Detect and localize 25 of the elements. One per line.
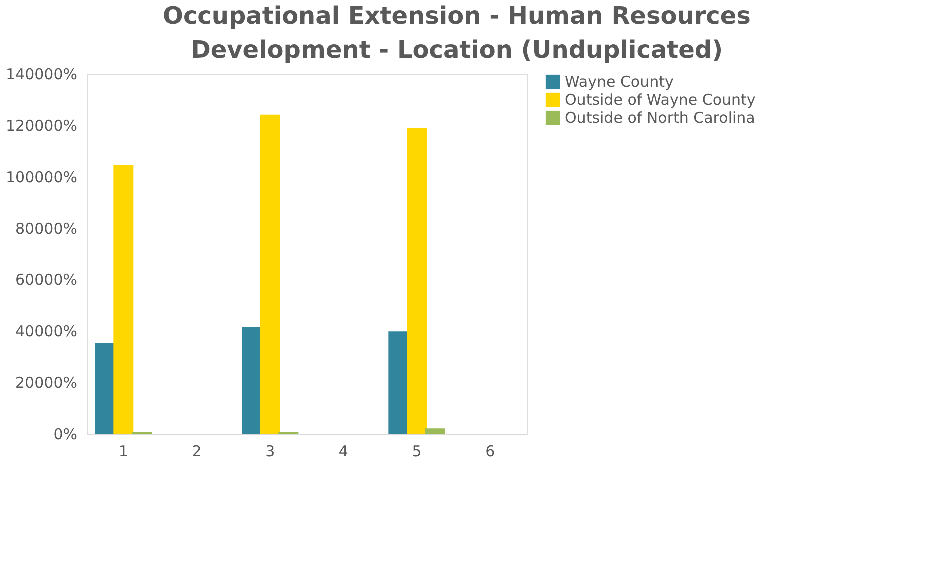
y-tick-label: 80000% bbox=[16, 220, 78, 238]
x-tick-label: 3 bbox=[266, 442, 276, 460]
legend-label: Wayne County bbox=[565, 73, 674, 91]
y-tick-label: 100000% bbox=[6, 168, 78, 186]
chart-title: Occupational Extension - Human Resources Development - Location (Unduplicated) bbox=[163, 2, 751, 64]
y-tick-label: 60000% bbox=[16, 271, 78, 290]
y-tick-label: 0% bbox=[54, 426, 78, 444]
x-tick-label: 4 bbox=[338, 442, 348, 460]
legend-label: Outside of Wayne County bbox=[565, 91, 756, 109]
x-tick-label: 5 bbox=[412, 442, 422, 460]
bar bbox=[425, 428, 446, 434]
y-tick-label: 140000% bbox=[6, 66, 78, 84]
x-tick-label: 2 bbox=[192, 442, 202, 460]
y-tick-label: 120000% bbox=[6, 116, 78, 135]
x-tick-label: 6 bbox=[486, 442, 496, 460]
bar bbox=[95, 343, 116, 434]
x-tick-label: 1 bbox=[118, 442, 128, 460]
legend-label: Outside of North Carolina bbox=[565, 109, 756, 127]
y-tick-label: 40000% bbox=[16, 322, 78, 341]
y-tick-label: 20000% bbox=[16, 374, 78, 392]
bar bbox=[114, 165, 134, 434]
bar bbox=[242, 327, 262, 434]
bar bbox=[388, 332, 409, 434]
bar bbox=[260, 114, 280, 434]
bar bbox=[407, 128, 427, 434]
